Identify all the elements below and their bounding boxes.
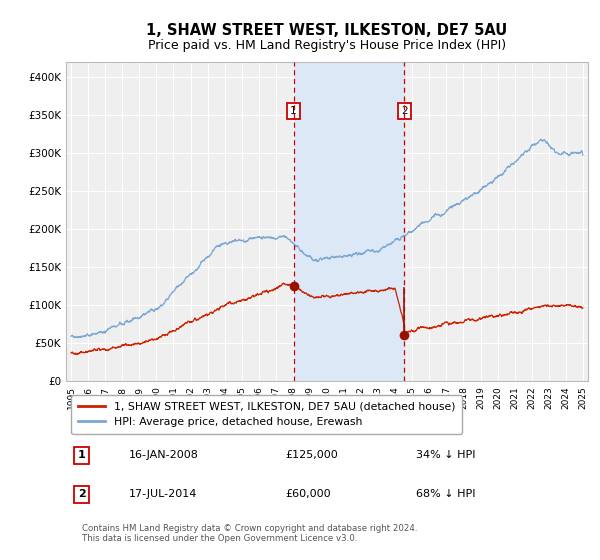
Text: £60,000: £60,000 [285, 489, 331, 500]
Text: 16-JAN-2008: 16-JAN-2008 [128, 450, 199, 460]
Bar [293, 62, 404, 381]
Text: 2: 2 [401, 106, 408, 116]
Text: Price paid vs. HM Land Registry's House Price Index (HPI): Price paid vs. HM Land Registry's House … [148, 39, 506, 53]
Text: 2: 2 [78, 489, 86, 500]
Legend: 1, SHAW STREET WEST, ILKESTON, DE7 5AU (detached house), HPI: Average price, det: 1, SHAW STREET WEST, ILKESTON, DE7 5AU (… [71, 395, 461, 433]
Text: 1: 1 [290, 106, 297, 116]
Text: 34% ↓ HPI: 34% ↓ HPI [416, 450, 475, 460]
Text: £125,000: £125,000 [285, 450, 338, 460]
Text: 1: 1 [78, 450, 86, 460]
Text: 17-JUL-2014: 17-JUL-2014 [128, 489, 197, 500]
Text: 68% ↓ HPI: 68% ↓ HPI [416, 489, 475, 500]
Text: 1, SHAW STREET WEST, ILKESTON, DE7 5AU: 1, SHAW STREET WEST, ILKESTON, DE7 5AU [146, 24, 508, 38]
Text: Contains HM Land Registry data © Crown copyright and database right 2024.
This d: Contains HM Land Registry data © Crown c… [82, 524, 417, 543]
